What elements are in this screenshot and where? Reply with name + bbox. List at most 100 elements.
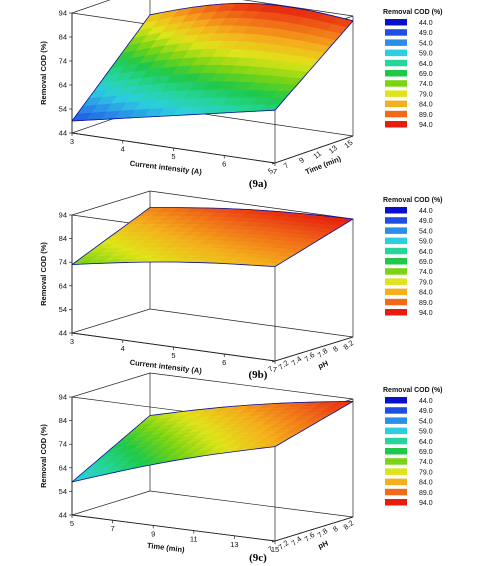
x-tick-label: 11 <box>190 535 198 544</box>
box-edge <box>242 0 354 17</box>
y-tick-mark <box>323 344 328 347</box>
x-tick-label: 5 <box>171 152 175 161</box>
legend-swatch <box>385 59 407 67</box>
legend-swatch <box>385 298 407 306</box>
legend-label: 49.0 <box>419 218 433 225</box>
legend-swatch <box>385 309 407 316</box>
z-tick-label: 54 <box>59 305 67 314</box>
box-edge <box>71 308 151 334</box>
legend-label: 84.0 <box>419 102 433 109</box>
legend-label: 49.0 <box>419 408 433 415</box>
surface-edge-front <box>71 109 276 122</box>
legend: Removal COD (%) 44.0 49.0 54.0 59.0 64.0 69.0 7… <box>383 387 443 507</box>
legend-swatch <box>385 448 407 455</box>
legend-label: 69.0 <box>419 71 433 78</box>
legend-label: 74.0 <box>419 81 433 88</box>
legend-swatch <box>385 258 407 265</box>
box-edge <box>149 490 354 518</box>
legend-label: 54.0 <box>419 228 433 235</box>
legend-title: Removal COD (%) <box>383 387 443 394</box>
legend-label: 79.0 <box>419 279 433 286</box>
legend-label: 74.0 <box>419 459 433 466</box>
z-tick-label: 44 <box>59 329 67 338</box>
legend-swatch <box>385 80 407 87</box>
surface-edge-front <box>71 261 276 267</box>
x-axis-title: Time (min) <box>146 541 185 555</box>
x-tick-label: 6 <box>222 358 226 367</box>
y-tick-mark <box>310 348 315 351</box>
legend-swatch <box>385 247 407 255</box>
surface-edge-back <box>149 2 354 22</box>
z-tick-label: 74 <box>59 440 67 449</box>
z-tick-label: 44 <box>59 511 67 520</box>
y-tick-mark <box>297 352 302 355</box>
legend-label: 54.0 <box>419 40 433 47</box>
legend-label: 44.0 <box>419 208 433 215</box>
surface-edge-back <box>149 401 354 416</box>
figure-caption: (9c) <box>249 552 267 564</box>
x-axis-title: Current intensity (A) <box>129 159 203 177</box>
legend-swatch <box>385 70 407 77</box>
legend-swatch <box>385 268 407 275</box>
legend-title: Removal COD (%) <box>383 9 443 16</box>
legend-swatch <box>385 217 407 224</box>
legend-swatch <box>385 237 407 245</box>
legend-label: 59.0 <box>419 429 433 436</box>
y-tick-mark <box>284 536 289 539</box>
y-tick-mark <box>336 520 341 523</box>
z-axis-title: Removal COD (%) <box>39 424 48 488</box>
legend-swatch <box>385 19 407 26</box>
legend-swatch <box>385 29 407 36</box>
legend-swatch <box>385 100 407 108</box>
legend-title: Removal COD (%) <box>383 197 443 204</box>
z-tick-label: 64 <box>59 81 67 90</box>
y-tick-mark <box>336 340 341 343</box>
legend: Removal COD (%) 44.0 49.0 54.0 59.0 64.0 69.0 7… <box>383 9 443 129</box>
response-surface <box>71 207 354 267</box>
y-tick-mark <box>349 516 354 519</box>
y-tick-label: 11 <box>311 149 323 161</box>
legend-swatch <box>385 278 407 285</box>
legend-label: 64.0 <box>419 61 433 68</box>
z-tick-label: 84 <box>59 33 67 42</box>
legend-swatch <box>385 49 407 57</box>
legend-label: 79.0 <box>419 91 433 98</box>
legend-swatch <box>385 417 407 424</box>
figure-caption: (9a) <box>249 178 268 190</box>
y-tick-mark <box>297 532 302 535</box>
surface-edge-front <box>71 446 276 483</box>
legend-label: 89.0 <box>419 300 433 307</box>
y-tick-mark <box>349 135 354 138</box>
y-tick-mark <box>284 356 289 359</box>
legend-label: 69.0 <box>419 259 433 266</box>
x-tick-label: 6 <box>222 160 226 169</box>
surface-edge-left <box>71 14 151 122</box>
legend-label: 94.0 <box>419 122 433 129</box>
legend-swatch <box>385 437 407 445</box>
y-tick-mark <box>323 524 328 527</box>
box-edge <box>71 490 151 516</box>
legend-swatch <box>385 288 407 296</box>
legend-label: 64.0 <box>419 249 433 256</box>
y-tick-label: 7 <box>266 364 275 374</box>
legend-label: 64.0 <box>419 439 433 446</box>
z-axis-title: Removal COD (%) <box>39 242 48 306</box>
y-axis-title: Time (min) <box>304 154 343 177</box>
legend-label: 59.0 <box>419 51 433 58</box>
surface-edge-back <box>149 207 354 220</box>
z-tick-label: 74 <box>59 258 67 267</box>
z-tick-label: 94 <box>59 211 67 220</box>
box-edge <box>149 308 354 338</box>
surface-edge-left <box>71 207 151 265</box>
legend-label: 89.0 <box>419 112 433 119</box>
y-tick-mark <box>271 360 276 363</box>
legend-swatch <box>385 407 407 414</box>
y-tick-mark <box>287 157 291 159</box>
legend-swatch <box>385 499 407 506</box>
z-tick-label: 44 <box>59 129 67 138</box>
x-tick-label: 5 <box>70 519 74 528</box>
legend-swatch <box>385 39 407 46</box>
legend-label: 89.0 <box>419 490 433 497</box>
